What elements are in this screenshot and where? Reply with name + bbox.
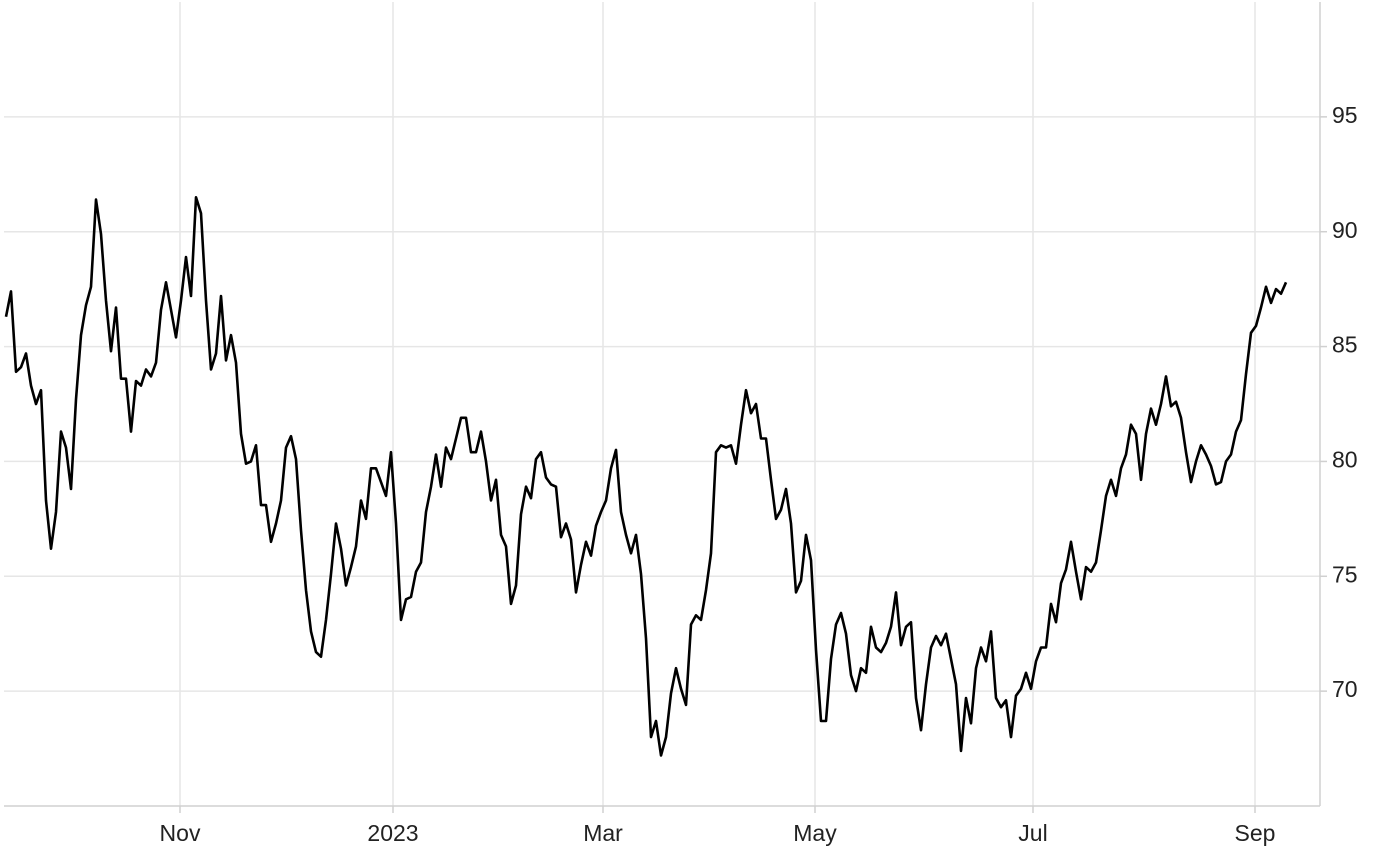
x-tick-label: Sep	[1235, 820, 1276, 846]
price-line	[4, 196, 1288, 757]
x-tick-label: Mar	[583, 820, 623, 846]
y-tick-label: 90	[1332, 217, 1358, 243]
y-tick-label: 95	[1332, 102, 1358, 128]
y-tick-label: 70	[1332, 676, 1358, 702]
x-tick-label: 2023	[367, 820, 418, 846]
x-tick-label: Jul	[1018, 820, 1047, 846]
y-tick-label: 75	[1332, 561, 1358, 587]
x-tick-label: Nov	[160, 820, 201, 846]
y-tick-label: 85	[1332, 332, 1358, 358]
y-tick-label: 80	[1332, 447, 1358, 473]
x-tick-label: May	[793, 820, 837, 846]
